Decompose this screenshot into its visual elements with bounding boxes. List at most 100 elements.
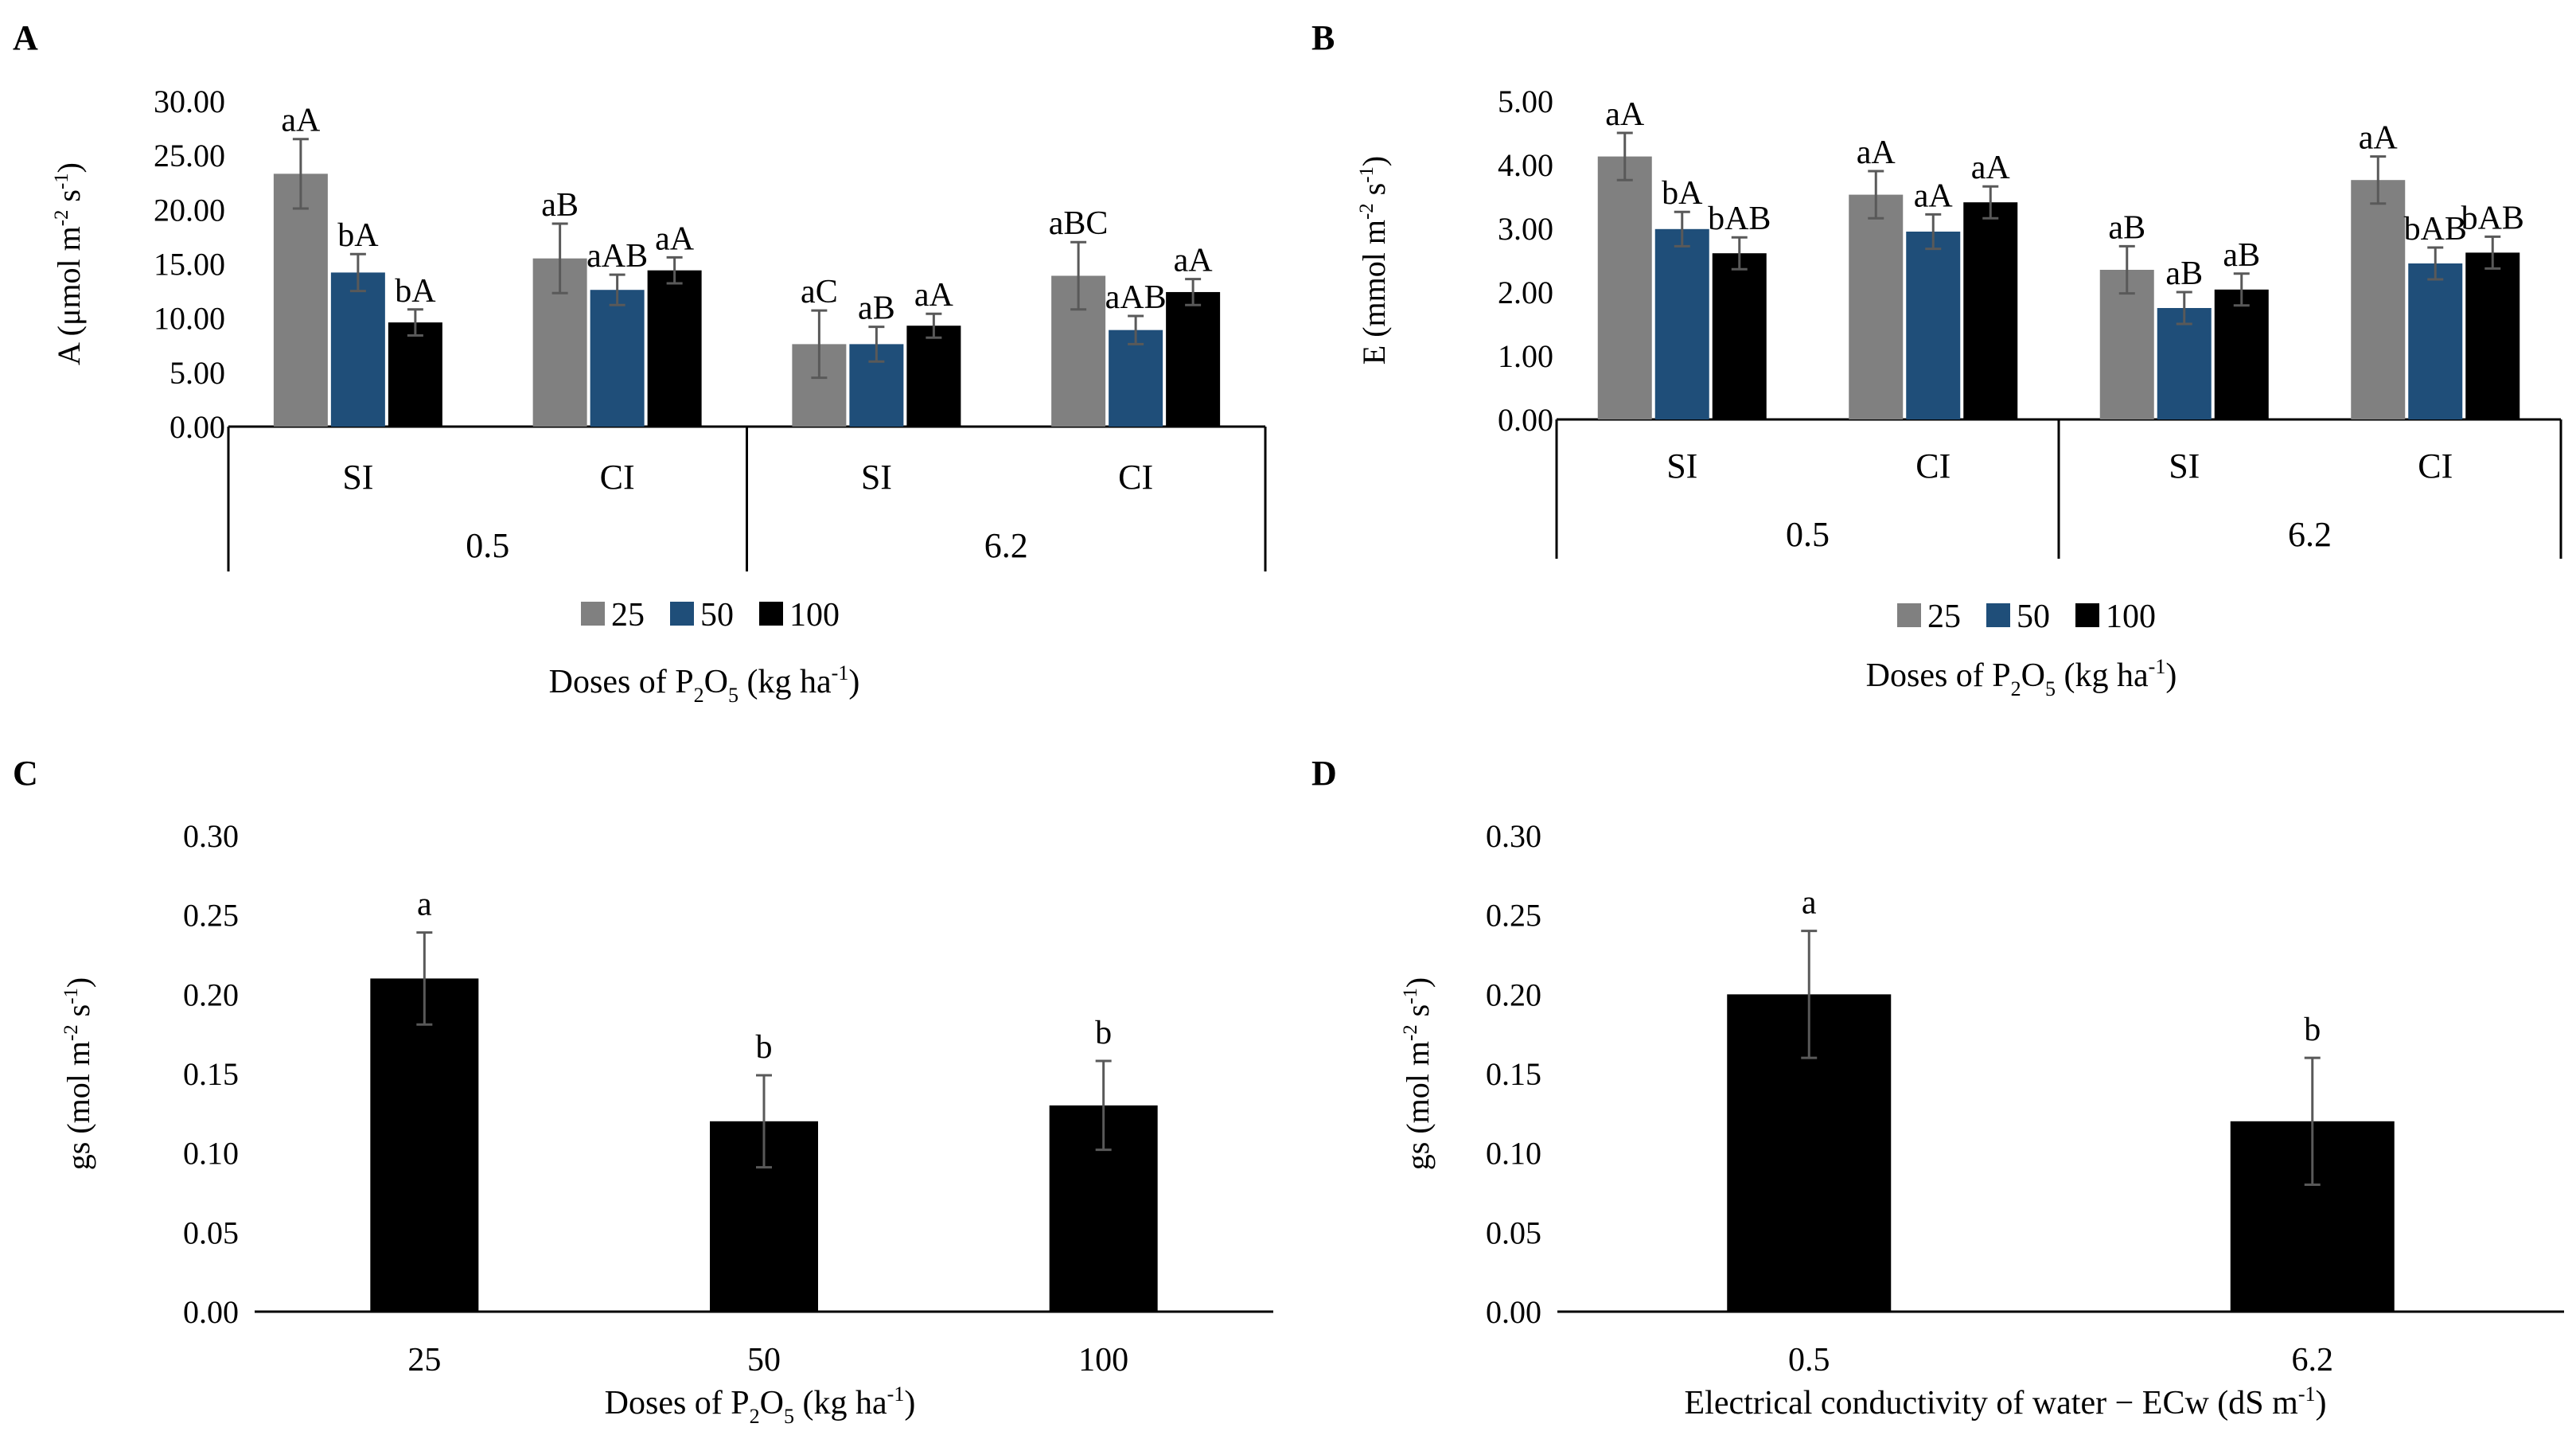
y-tick-label: 0.00: [1486, 1294, 1541, 1330]
bar-100: [388, 322, 442, 427]
y-tick-label: 15.00: [154, 247, 225, 283]
bar-25: [1597, 156, 1652, 419]
y-tick-label: 0.00: [1498, 402, 1553, 438]
significance-label: aA: [1174, 243, 1214, 279]
y-tick-label: 5.00: [1498, 84, 1553, 119]
significance-label: aC: [801, 274, 838, 310]
bar-50: [1906, 232, 1961, 419]
y-tick-label: 0.05: [1486, 1215, 1541, 1250]
group-label: 0.5: [1786, 515, 1830, 554]
significance-label: b: [756, 1029, 773, 1066]
significance-label: aB: [2108, 209, 2145, 246]
y-tick-label: 1.00: [1498, 338, 1553, 374]
group-label: 6.2: [984, 526, 1028, 565]
subgroup-label: SI: [861, 458, 892, 497]
significance-label: aB: [2165, 255, 2203, 292]
significance-label: bAB: [2461, 200, 2524, 236]
bar-100: [1963, 202, 2018, 419]
bar-100: [2214, 289, 2269, 419]
x-tick-label: 0.5: [1788, 1342, 1830, 1379]
significance-label: bAB: [1708, 201, 1771, 237]
subgroup-label: SI: [1666, 447, 1697, 486]
significance-label: aB: [2223, 237, 2260, 274]
group-label: 0.5: [466, 526, 509, 565]
bar-50: [2408, 263, 2463, 419]
panel-letter: C: [13, 754, 38, 793]
significance-label: bA: [337, 217, 379, 254]
y-tick-label: 30.00: [154, 84, 225, 119]
legend-swatch-50: [1986, 603, 2010, 627]
legend-swatch-25: [1897, 603, 1921, 627]
x-axis-label: Doses of P2O5 (kg ha-1): [605, 1382, 916, 1428]
significance-label: aAB: [1105, 279, 1167, 316]
x-tick-label: 6.2: [2292, 1342, 2334, 1379]
bar-25: [2099, 270, 2154, 419]
bar-25: [1849, 194, 1904, 419]
bar-100: [1712, 253, 1767, 419]
y-tick-label: 0.25: [1486, 898, 1541, 934]
significance-label: bA: [1662, 175, 1703, 212]
y-tick-label: 0.10: [183, 1136, 239, 1172]
x-axis-label: Doses of P2O5 (kg ha-1): [549, 661, 860, 707]
significance-label: aA: [914, 277, 954, 314]
subgroup-label: CI: [2418, 447, 2453, 486]
legend-label: 50: [700, 597, 734, 634]
subgroup-label: CI: [1118, 458, 1153, 497]
y-tick-label: 0.15: [183, 1056, 239, 1092]
significance-label: aB: [858, 291, 895, 327]
legend-swatch-100: [2075, 603, 2099, 627]
x-axis-label: Doses of P2O5 (kg ha-1): [1866, 655, 2177, 700]
y-tick-label: 0.15: [1486, 1056, 1541, 1092]
y-tick-label: 0.30: [183, 818, 239, 854]
bar-100: [906, 326, 961, 427]
legend-label: 100: [2106, 599, 2156, 635]
panel-letter: B: [1311, 18, 1335, 57]
significance-label: aA: [1971, 150, 2011, 186]
legend-swatch-100: [759, 602, 783, 626]
legend-label: 50: [2017, 599, 2050, 635]
y-tick-label: 0.30: [1486, 818, 1541, 854]
y-tick-label: 5.00: [170, 355, 225, 391]
y-tick-label: 4.00: [1498, 147, 1553, 183]
significance-label: b: [2304, 1012, 2321, 1048]
bar-25: [2351, 180, 2406, 419]
significance-label: a: [1802, 885, 1817, 922]
y-tick-label: 2.00: [1498, 275, 1553, 310]
legend-label: 100: [789, 597, 840, 634]
significance-label: aA: [655, 220, 695, 257]
bar-100: [2465, 252, 2520, 419]
y-tick-label: 25.00: [154, 138, 225, 174]
bar-25: [273, 174, 328, 427]
y-tick-label: 0.10: [1486, 1136, 1541, 1172]
group-label: 6.2: [2288, 515, 2332, 554]
bar-100: [647, 270, 702, 427]
panel-d: D 0.00 0.05 0.10 0.15 0.20 0.25 0.30 gs (mol m-2…: [1311, 754, 2564, 1421]
y-axis-label: A (μmol m-2 s-1): [51, 162, 87, 365]
bar-50: [2157, 308, 2212, 419]
y-tick-label: 0.05: [183, 1215, 239, 1250]
y-axis-label: gs (mol m-2 s-1): [60, 977, 96, 1170]
x-tick-label: 50: [747, 1342, 781, 1379]
significance-label: aA: [1914, 177, 1954, 214]
legend-swatch-50: [670, 602, 694, 626]
y-tick-label: 10.00: [154, 301, 225, 337]
panel-a: A 0.00 5.00 10.00 15.00 20.00 25.00 30.00 A (μmo…: [13, 18, 1267, 707]
significance-label: aBC: [1049, 205, 1109, 242]
significance-label: aA: [1605, 96, 1645, 133]
x-tick-label: 25: [407, 1342, 441, 1379]
legend-swatch-25: [581, 602, 605, 626]
legend-label: 25: [1927, 599, 1961, 635]
bar-50: [330, 272, 385, 427]
significance-label: aB: [541, 187, 579, 224]
bar-50: [1654, 228, 1709, 419]
significance-label: aAB: [587, 238, 648, 275]
significance-label: aA: [2359, 120, 2399, 157]
x-axis-label: Electrical conductivity of water − ECw (…: [1685, 1382, 2327, 1421]
subgroup-label: CI: [600, 458, 635, 497]
legend-label: 25: [611, 597, 645, 634]
bar-50: [590, 290, 645, 427]
subgroup-label: SI: [342, 458, 373, 497]
bar-50: [1109, 330, 1163, 427]
y-tick-label: 0.00: [183, 1294, 239, 1330]
